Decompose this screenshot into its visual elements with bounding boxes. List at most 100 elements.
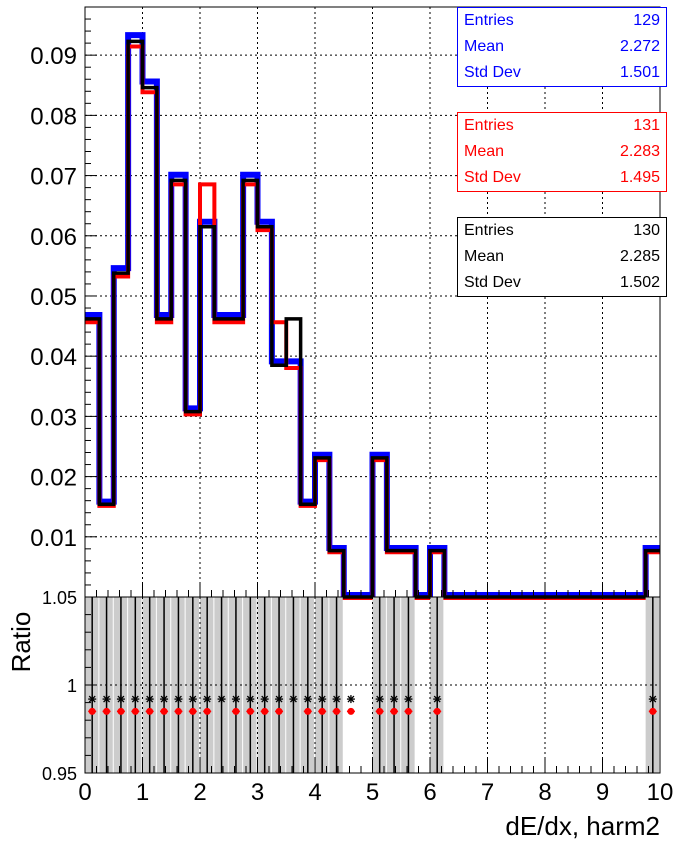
star-marker — [174, 695, 183, 704]
stats-label: Entries — [464, 12, 514, 29]
stats-value: 1.495 — [619, 169, 660, 186]
red-marker — [390, 707, 398, 715]
red-marker — [103, 707, 111, 715]
red-marker — [376, 707, 384, 715]
red-marker — [203, 707, 211, 715]
red-marker — [304, 707, 312, 715]
star-marker — [188, 695, 197, 704]
x-tick-label: 4 — [308, 779, 321, 806]
red-marker — [318, 707, 326, 715]
x-tick-label: 9 — [596, 779, 609, 806]
star-marker — [217, 695, 226, 704]
stats-box-blue: Entries 129 Mean 2.272 Std Dev 1.501 — [457, 7, 667, 87]
star-marker — [102, 695, 111, 704]
stats-row-entries: Entries 131 — [458, 113, 666, 139]
stats-row-mean: Mean 2.285 — [458, 244, 666, 270]
red-marker — [131, 707, 139, 715]
x-tick-label: 3 — [251, 779, 264, 806]
stats-label: Std Dev — [464, 169, 521, 186]
ratio-panel: 0.95 1 1.05 0 1 2 3 4 5 6 7 8 9 10 — [42, 588, 673, 806]
y-tick-label: 0.08 — [30, 103, 77, 130]
star-marker — [275, 695, 284, 704]
stats-label: Entries — [464, 117, 514, 134]
red-marker — [88, 707, 96, 715]
y-tick-label: 0.06 — [30, 224, 77, 251]
y-tick-label: 0.02 — [30, 465, 77, 492]
stats-value: 130 — [633, 222, 660, 239]
red-marker — [232, 707, 240, 715]
red-marker — [160, 707, 168, 715]
stats-value: 2.272 — [619, 38, 660, 55]
star-marker — [116, 695, 125, 704]
histogram-series-0 — [85, 32, 660, 598]
stats-label: Std Dev — [464, 64, 521, 81]
star-marker — [318, 695, 327, 704]
star-marker — [131, 695, 140, 704]
red-marker — [146, 707, 154, 715]
star-marker — [303, 695, 312, 704]
stats-row-entries: Entries 129 — [458, 8, 666, 34]
x-tick-label: 1 — [136, 779, 149, 806]
star-marker — [375, 695, 384, 704]
red-marker — [333, 707, 341, 715]
red-marker — [347, 707, 355, 715]
red-marker — [649, 707, 657, 715]
stats-row-mean: Mean 2.272 — [458, 34, 666, 60]
red-marker — [246, 707, 254, 715]
y-tick-label: 0.07 — [30, 164, 77, 191]
x-tick-label: 7 — [481, 779, 494, 806]
star-marker — [390, 695, 399, 704]
stats-value: 1.501 — [619, 64, 660, 81]
stats-label: Mean — [464, 143, 505, 160]
red-marker — [189, 707, 197, 715]
stats-row-mean: Mean 2.283 — [458, 139, 666, 165]
ratio-axis-label: Ratio — [6, 612, 36, 673]
x-tick-label: 10 — [647, 779, 674, 806]
stats-value: 129 — [633, 12, 660, 29]
x-tick-label: 0 — [78, 779, 91, 806]
y-tick-label: 1.05 — [42, 588, 77, 608]
top-panel: 0.01 0.02 0.03 0.04 0.05 0.06 0.07 0.08 0.09 — [30, 6, 661, 600]
star-marker — [231, 695, 240, 704]
stats-box-black: Entries 130 Mean 2.285 Std Dev 1.502 — [457, 217, 667, 297]
star-marker — [346, 695, 355, 704]
star-marker — [332, 695, 341, 704]
star-marker — [433, 695, 442, 704]
y-tick-label: 0.09 — [30, 43, 77, 70]
x-tick-label: 5 — [366, 779, 379, 806]
stats-row-std: Std Dev 1.501 — [458, 60, 666, 86]
y-tick-label: 0.01 — [30, 525, 77, 552]
y-tick-label: 0.03 — [30, 404, 77, 431]
red-marker — [261, 707, 269, 715]
stats-value: 131 — [633, 117, 660, 134]
red-marker — [404, 707, 412, 715]
star-marker — [145, 695, 154, 704]
stats-value: 2.283 — [619, 143, 660, 160]
red-marker — [117, 707, 125, 715]
y-tick-label: 0.04 — [30, 344, 77, 371]
x-axis-label: dE/dx, harm2 — [505, 811, 660, 841]
stats-row-entries: Entries 130 — [458, 218, 666, 244]
stats-value: 1.502 — [619, 274, 660, 291]
stats-row-std: Std Dev 1.495 — [458, 165, 666, 191]
stats-label: Std Dev — [464, 274, 521, 291]
x-tick-label: 2 — [193, 779, 206, 806]
star-marker — [203, 695, 212, 704]
star-marker — [246, 695, 255, 704]
stats-row-std: Std Dev 1.502 — [458, 270, 666, 296]
star-marker — [160, 695, 169, 704]
star-marker — [289, 695, 298, 704]
stats-label: Mean — [464, 248, 505, 265]
stats-value: 2.285 — [619, 248, 660, 265]
star-marker — [404, 695, 413, 704]
stats-label: Mean — [464, 38, 505, 55]
stats-box-red: Entries 131 Mean 2.283 Std Dev 1.495 — [457, 112, 667, 192]
red-marker — [174, 707, 182, 715]
stats-label: Entries — [464, 222, 514, 239]
star-marker — [260, 695, 269, 704]
red-marker — [433, 707, 441, 715]
y-tick-label: 0.05 — [30, 284, 77, 311]
x-tick-label: 8 — [538, 779, 551, 806]
star-marker — [88, 695, 97, 704]
